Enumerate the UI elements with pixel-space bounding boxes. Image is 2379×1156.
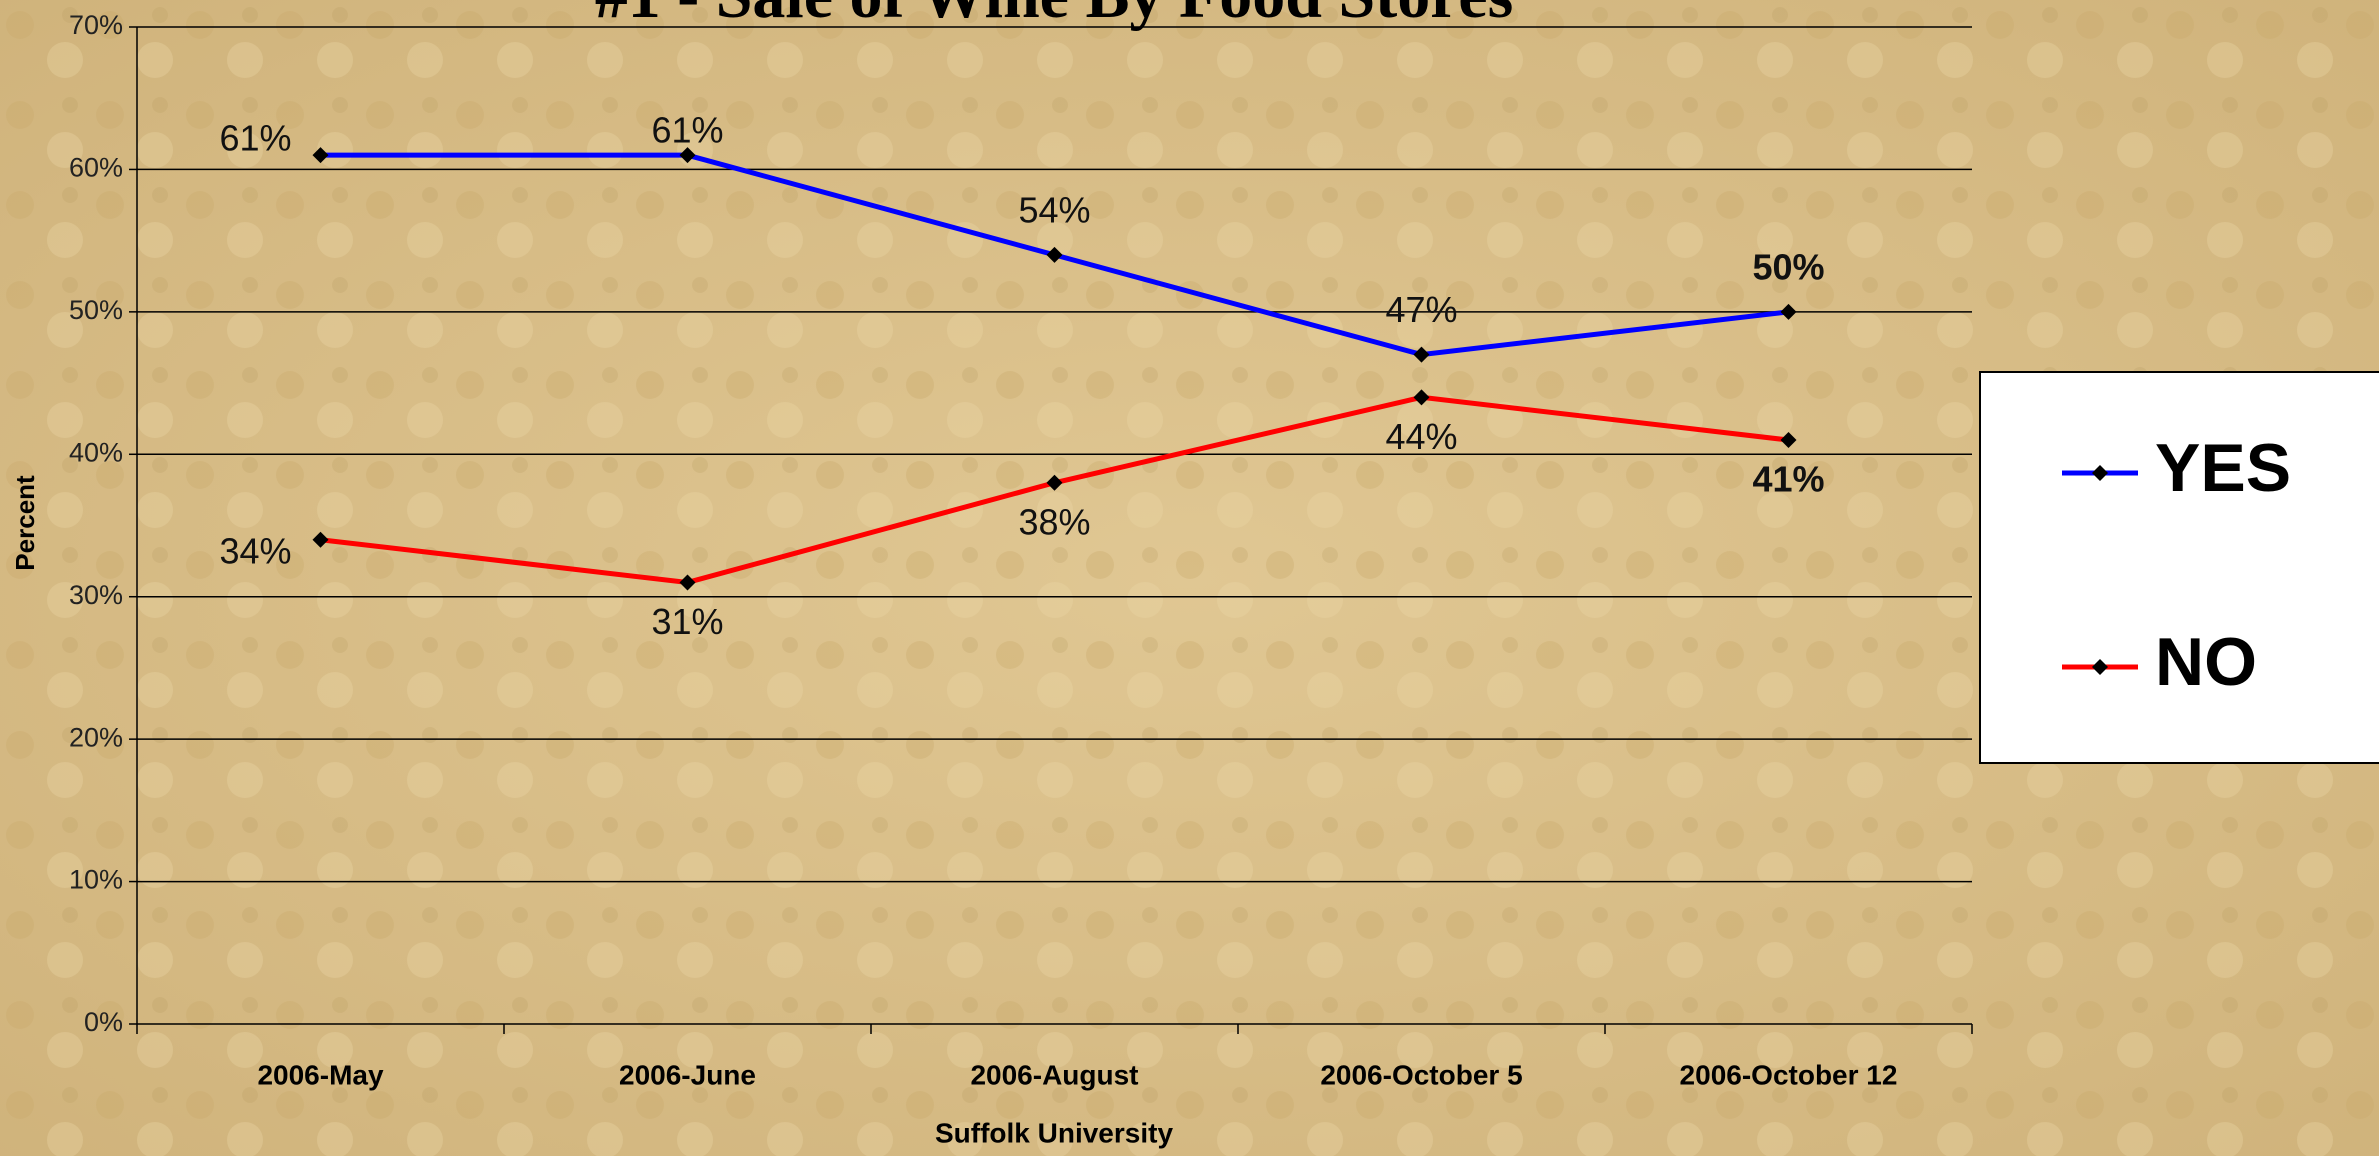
y-tick-label: 0% bbox=[84, 1007, 123, 1037]
y-tick-label: 50% bbox=[69, 295, 123, 325]
point-marker bbox=[1046, 474, 1063, 491]
data-label: 34% bbox=[219, 530, 291, 571]
data-label: 61% bbox=[651, 110, 723, 151]
point-marker bbox=[1413, 389, 1430, 406]
point-marker bbox=[679, 574, 696, 591]
x-tick-label: 2006-June bbox=[619, 1059, 756, 1090]
x-tick-label: 2006-October 5 bbox=[1320, 1059, 1522, 1090]
y-tick-label: 40% bbox=[69, 437, 123, 467]
y-axis-label: Percent bbox=[10, 475, 40, 571]
legend-marker bbox=[2092, 465, 2108, 481]
legend bbox=[1979, 371, 2379, 764]
data-label: 54% bbox=[1018, 189, 1090, 230]
data-label: 61% bbox=[219, 118, 291, 159]
y-tick-label: 70% bbox=[69, 10, 123, 40]
x-tick-label: 2006-August bbox=[970, 1059, 1138, 1090]
point-marker bbox=[1046, 246, 1063, 263]
x-tick-label: 2006-October 12 bbox=[1680, 1059, 1898, 1090]
data-label: 31% bbox=[651, 601, 723, 642]
data-label: 41% bbox=[1752, 459, 1824, 500]
x-tick-label: 2006-May bbox=[257, 1059, 384, 1090]
data-label: 47% bbox=[1385, 289, 1457, 330]
data-label: 50% bbox=[1752, 246, 1824, 287]
point-marker bbox=[679, 147, 696, 164]
point-marker bbox=[1413, 346, 1430, 363]
point-marker bbox=[312, 531, 329, 548]
point-marker bbox=[312, 147, 329, 164]
data-label: 38% bbox=[1018, 501, 1090, 542]
y-tick-label: 20% bbox=[69, 722, 123, 752]
point-marker bbox=[1780, 303, 1797, 320]
point-marker bbox=[1780, 432, 1797, 449]
y-tick-label: 30% bbox=[69, 580, 123, 610]
legend-marker bbox=[2092, 659, 2108, 675]
y-tick-label: 60% bbox=[69, 153, 123, 183]
x-axis-label: Suffolk University bbox=[935, 1117, 1173, 1148]
legend-label: YES bbox=[2155, 430, 2291, 506]
data-label: 44% bbox=[1385, 416, 1457, 457]
y-tick-label: 10% bbox=[69, 865, 123, 895]
legend-label: NO bbox=[2155, 624, 2257, 700]
